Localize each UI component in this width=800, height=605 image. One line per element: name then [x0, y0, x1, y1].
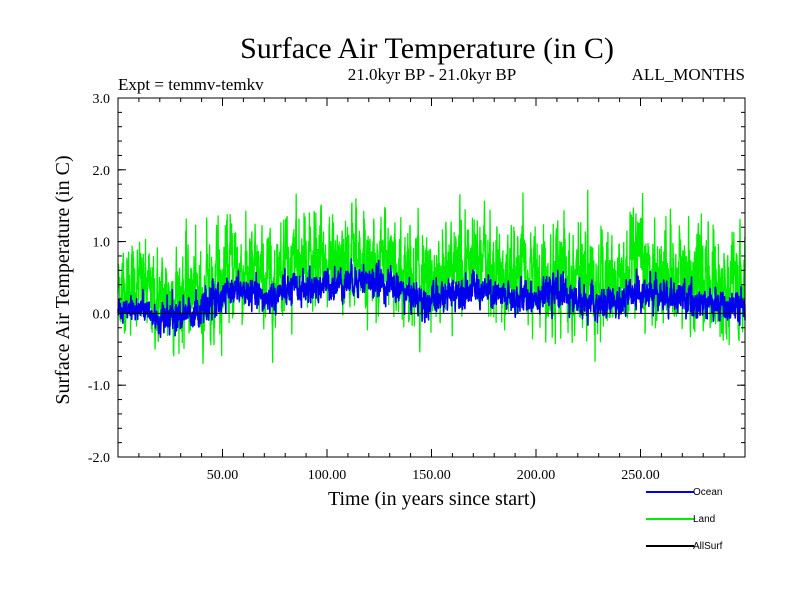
y-tick-label: -1.0 — [88, 379, 110, 394]
legend-label-land: Land — [693, 514, 715, 525]
x-tick-label: 150.00 — [412, 468, 451, 483]
chart-header: Surface Air Temperature (in C) 21.0kyr B… — [118, 32, 745, 94]
x-tick-label: 100.00 — [308, 468, 347, 483]
legend-label-ocean: Ocean — [693, 487, 722, 498]
x-tick-label: 250.00 — [621, 468, 660, 483]
y-tick-label: 1.0 — [93, 236, 111, 251]
axis-ticks: -2.0 -1.0 0.0 1.0 2.0 3.0 50.00 100.00 150.00 200… — [88, 92, 745, 483]
x-tick-label: 200.00 — [517, 468, 556, 483]
series-line-ocean — [117, 258, 746, 339]
chart-subtitle: 21.0kyr BP - 21.0kyr BP — [348, 65, 516, 84]
x-tick-label: 50.00 — [207, 468, 239, 483]
y-axis-label: Surface Air Temperature (in C) — [52, 155, 74, 404]
y-tick-label: 0.0 — [93, 307, 111, 322]
expt-label: Expt = temmv-temkv — [118, 75, 264, 94]
series-line-land — [117, 189, 746, 364]
chart-title: Surface Air Temperature (in C) — [240, 32, 614, 65]
y-tick-label: 3.0 — [93, 92, 111, 107]
series-layer — [117, 189, 746, 364]
y-tick-label: -2.0 — [88, 451, 110, 466]
legend: Ocean Land AllSurf — [646, 487, 723, 552]
months-label: ALL_MONTHS — [632, 65, 745, 84]
legend-label-allsurf: AllSurf — [693, 541, 723, 552]
y-tick-label: 2.0 — [93, 164, 111, 179]
x-axis-label: Time (in years since start) — [328, 488, 536, 510]
